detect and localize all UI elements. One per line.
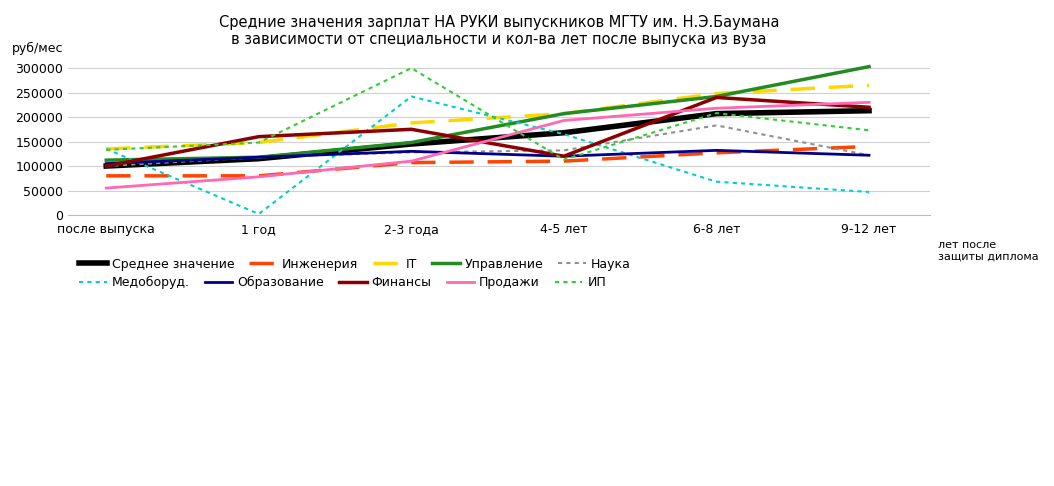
Text: руб/мес: руб/мес bbox=[12, 42, 63, 55]
Legend: Медоборуд., Образование, Финансы, Продажи, ИП: Медоборуд., Образование, Финансы, Продаж… bbox=[75, 271, 611, 295]
Title: Средние значения зарплат НА РУКИ выпускников МГТУ им. Н.Э.Баумана
в зависимости : Средние значения зарплат НА РУКИ выпускн… bbox=[219, 15, 779, 48]
Text: лет после
защиты диплома: лет после защиты диплома bbox=[938, 240, 1039, 261]
